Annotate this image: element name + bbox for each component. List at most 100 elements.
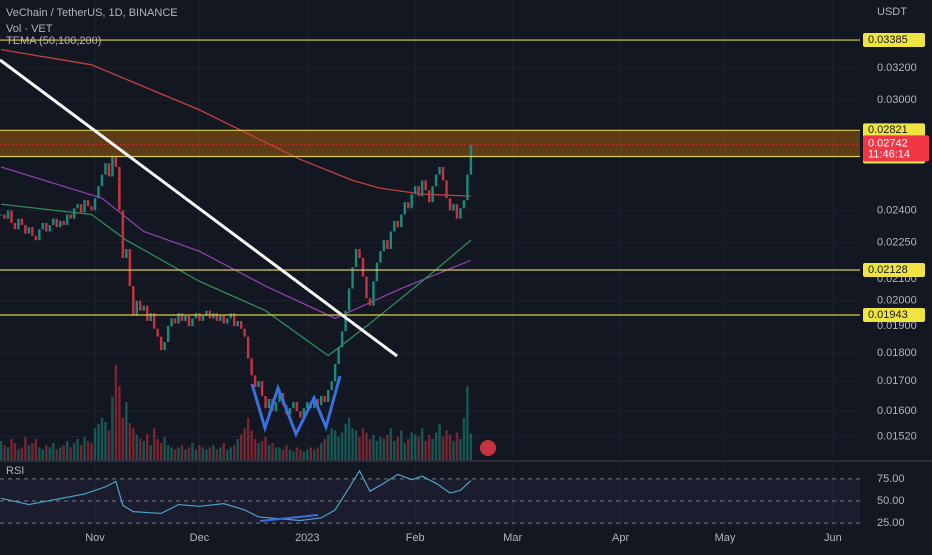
volume-bar [118, 386, 121, 460]
volume-bar [128, 423, 132, 460]
candle [233, 313, 236, 327]
volume-bar [139, 438, 142, 460]
level-tag [863, 308, 925, 323]
level-tag [863, 123, 925, 138]
candle [333, 364, 337, 382]
volume-bar [361, 428, 365, 460]
drawings [0, 58, 496, 522]
candle [6, 210, 10, 219]
candle [13, 222, 17, 230]
volume-bar [264, 436, 267, 460]
trend-line [0, 58, 398, 358]
candle [424, 180, 427, 191]
candle [351, 267, 354, 289]
volume-bar [159, 443, 163, 460]
volume-bar [201, 447, 205, 460]
x-tick-label: Nov [85, 532, 105, 544]
candle [173, 318, 177, 324]
volume-bar [156, 438, 159, 460]
volume-bar [274, 447, 278, 460]
candle [396, 220, 400, 228]
level-label: 0.02128 [868, 264, 908, 276]
volume-bar [299, 449, 302, 460]
candle [191, 318, 194, 327]
event-icon[interactable] [480, 440, 496, 456]
volume-bar [93, 428, 97, 460]
candle [48, 225, 51, 232]
volume-bar [10, 438, 13, 460]
candle [3, 214, 6, 219]
volume-bar [431, 438, 434, 460]
volume-bar [222, 443, 226, 460]
candle [354, 249, 358, 268]
rsi-band [0, 478, 860, 524]
rsi-tick-label: 75.00 [877, 473, 905, 485]
volume-bar [386, 434, 389, 460]
volume-bar [3, 445, 6, 460]
volume-bar [97, 424, 100, 460]
volume-bar [194, 449, 198, 460]
volume-bar [41, 449, 45, 460]
volume-bar [382, 438, 386, 460]
volume-bar [243, 428, 246, 460]
volume-bar [114, 365, 118, 460]
volume-bar [125, 401, 128, 460]
volume-bar [253, 438, 257, 460]
x-tick-label: Mar [503, 532, 522, 544]
candle [31, 227, 34, 236]
volume-bar [191, 443, 194, 460]
candle [135, 300, 138, 316]
candle [257, 381, 260, 388]
volume-bar [448, 434, 452, 460]
candle [90, 206, 93, 211]
volume-bar [469, 433, 473, 460]
rsi-divergence [259, 514, 319, 522]
y-tick-label: 0.01700 [877, 375, 917, 387]
candle [118, 166, 121, 211]
candle [52, 218, 55, 226]
candle [368, 298, 372, 306]
y-tick-label: 0.01800 [877, 347, 917, 359]
volume-bar [83, 436, 86, 460]
volume-bar [86, 441, 90, 460]
candle [288, 408, 292, 415]
volume-bar [462, 417, 466, 460]
candle [20, 218, 24, 226]
candle [250, 358, 253, 376]
candle [142, 305, 145, 311]
volume-bar [20, 447, 24, 460]
candle [382, 240, 386, 252]
volume-bar [246, 417, 250, 460]
volume-bar [55, 449, 58, 460]
candle [65, 214, 69, 226]
volume-bar [347, 417, 351, 460]
volume-bar [236, 438, 239, 460]
volume-bar [306, 449, 309, 460]
candle [69, 214, 72, 219]
volume-bar [455, 432, 459, 460]
candle [260, 381, 264, 396]
current-price-label: 0.02742 [868, 137, 908, 149]
volume-bar [166, 445, 170, 460]
volume-bar [396, 436, 400, 460]
candle [431, 186, 434, 203]
candle [358, 249, 361, 259]
candle [236, 320, 239, 327]
candle [111, 155, 114, 177]
x-tick-label: Feb [406, 532, 425, 544]
volume-bar [281, 449, 285, 460]
y-tick-label: 0.02400 [877, 204, 917, 216]
candle [152, 313, 156, 329]
volume-bar [226, 449, 229, 460]
volume-bar [69, 447, 72, 460]
candle [41, 222, 45, 230]
volume-bar [351, 428, 354, 460]
candle [302, 408, 306, 418]
y-tick-label: 0.03200 [877, 62, 917, 74]
rsi-tick-label: 25.00 [877, 517, 905, 529]
candle [24, 225, 27, 234]
candle [379, 251, 382, 263]
volume-bar [152, 428, 156, 460]
volume-label: Vol · VET [6, 23, 53, 35]
candle [104, 163, 107, 175]
